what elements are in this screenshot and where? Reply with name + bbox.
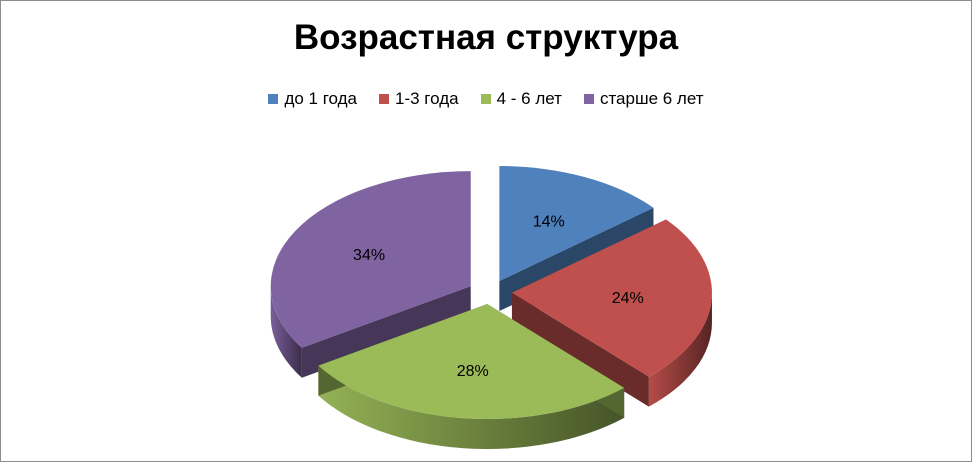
- legend-item-0: до 1 года: [268, 89, 357, 109]
- legend-label-2: 4 - 6 лет: [496, 89, 562, 108]
- legend-item-1: 1-3 года: [379, 89, 459, 109]
- slice-label-3: 34%: [353, 247, 385, 264]
- slice-wall-3-0: [301, 286, 471, 378]
- legend: до 1 года 1-3 года 4 - 6 лет старше 6 ле…: [0, 89, 972, 109]
- pie-slice-1: [511, 219, 712, 377]
- slice-label-2: 28%: [457, 363, 489, 380]
- pie-labels: 14% 24% 28% 34%: [353, 214, 644, 380]
- legend-swatch-0: [268, 94, 279, 104]
- slice-label-1: 24%: [612, 290, 644, 307]
- slice-rim-1: [648, 292, 712, 407]
- legend-label-0: до 1 года: [284, 89, 358, 108]
- pie-tops: [270, 166, 712, 420]
- chart-title: Возрастная структура: [293, 18, 679, 57]
- slice-label-0: 14%: [533, 214, 565, 231]
- legend-swatch-3: [583, 94, 594, 104]
- legend-swatch-2: [480, 94, 491, 104]
- legend-swatch-1: [379, 94, 390, 104]
- pie-slice-2: [318, 304, 625, 420]
- legend-label-1: 1-3 года: [395, 89, 459, 108]
- pie-slice-3: [270, 171, 471, 348]
- pie-slice-0: [499, 166, 654, 282]
- legend-item-3: старше 6 лет: [583, 89, 704, 109]
- slice-rim-2: [318, 365, 625, 450]
- legend-item-2: 4 - 6 лет: [480, 89, 562, 109]
- legend-label-3: старше 6 лет: [599, 89, 704, 108]
- slice-side-3: [270, 286, 471, 378]
- slice-wall-1-1: [511, 292, 649, 407]
- slice-rim-3: [270, 286, 302, 378]
